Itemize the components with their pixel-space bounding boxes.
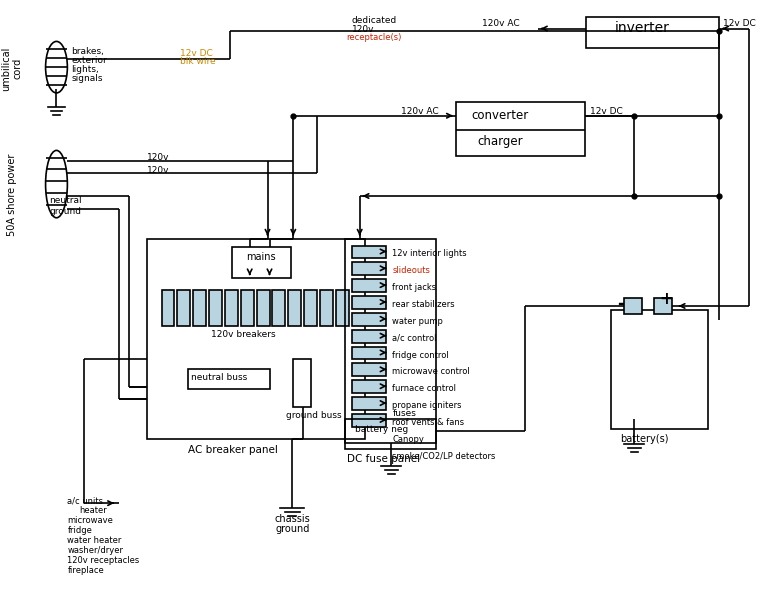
Bar [352, 414, 387, 427]
Bar [161, 290, 174, 326]
Text: 12v DC: 12v DC [590, 107, 622, 116]
Text: 120v: 120v [352, 25, 374, 34]
Text: a/c units: a/c units [68, 496, 103, 505]
Text: inverter: inverter [614, 21, 669, 34]
Bar [352, 381, 387, 393]
Bar [336, 290, 349, 326]
Text: 120v breakers: 120v breakers [211, 330, 275, 339]
Text: +: + [659, 290, 673, 308]
Bar [320, 290, 333, 326]
Text: fridge: fridge [68, 526, 92, 535]
Text: 120v: 120v [147, 166, 169, 175]
Bar [193, 290, 206, 326]
Text: -: - [617, 295, 624, 313]
Bar [352, 296, 387, 309]
Text: umbilical
cord: umbilical cord [1, 47, 23, 91]
Bar [352, 262, 387, 275]
Text: rear stabilizers: rear stabilizers [393, 300, 455, 309]
Bar [611, 310, 708, 429]
Text: microwave: microwave [68, 516, 113, 525]
Bar [240, 290, 253, 326]
Text: propane igniters: propane igniters [393, 401, 462, 410]
Bar [352, 279, 387, 292]
Text: front jacks: front jacks [393, 283, 437, 292]
Bar [352, 364, 387, 376]
Text: battery(s): battery(s) [620, 434, 669, 444]
Text: fireplace: fireplace [68, 565, 104, 574]
Text: 120v AC: 120v AC [482, 19, 519, 28]
Bar [288, 290, 301, 326]
Text: converter: converter [472, 109, 529, 122]
Bar [272, 290, 285, 326]
Text: 12v DC: 12v DC [723, 19, 756, 28]
Bar [209, 290, 222, 326]
Bar [585, 17, 719, 48]
Text: lights,: lights, [72, 65, 99, 74]
Text: ground: ground [49, 207, 81, 216]
Text: neutral buss: neutral buss [191, 373, 247, 382]
Text: furnace control: furnace control [393, 384, 457, 393]
Bar [352, 347, 387, 359]
Text: 12v DC: 12v DC [180, 50, 213, 59]
Text: heater: heater [79, 506, 107, 515]
Text: exterior: exterior [72, 56, 107, 65]
Text: 120v receptacles: 120v receptacles [68, 556, 139, 565]
Text: water heater: water heater [68, 536, 122, 545]
Text: ground: ground [275, 524, 310, 534]
Bar [352, 313, 387, 326]
Bar [345, 419, 436, 443]
Text: water pump: water pump [393, 317, 443, 326]
Bar [256, 290, 269, 326]
Bar [147, 239, 365, 439]
Text: 12v interior lights: 12v interior lights [393, 249, 467, 259]
Bar [352, 245, 387, 259]
Bar [177, 290, 190, 326]
Bar [345, 239, 436, 449]
Bar [624, 298, 642, 314]
Bar [352, 397, 387, 410]
Text: washer/dryer: washer/dryer [68, 546, 123, 554]
Text: mains: mains [246, 252, 275, 263]
Bar [654, 298, 672, 314]
Bar [293, 359, 311, 407]
Text: 120v: 120v [147, 153, 169, 162]
Text: neutral: neutral [49, 196, 82, 205]
Bar [225, 290, 237, 326]
Text: 50A shore power: 50A shore power [7, 153, 17, 236]
Text: microwave control: microwave control [393, 367, 470, 376]
Text: slideouts: slideouts [393, 266, 430, 275]
Text: smoke/CO2/LP detectors: smoke/CO2/LP detectors [393, 452, 495, 461]
Bar [304, 290, 317, 326]
Text: receptacle(s): receptacle(s) [345, 33, 401, 42]
Text: roof vents & fans: roof vents & fans [393, 418, 464, 427]
Text: a/c control: a/c control [393, 333, 437, 342]
Text: DC fuse panel: DC fuse panel [347, 454, 420, 464]
Bar [232, 246, 291, 278]
Text: charger: charger [478, 135, 524, 147]
Text: dedicated: dedicated [352, 16, 397, 25]
Text: ground buss: ground buss [286, 411, 342, 420]
Text: battery neg: battery neg [355, 425, 408, 434]
Text: blk wire: blk wire [180, 57, 216, 66]
Text: 120v AC: 120v AC [401, 107, 439, 116]
Text: fuses: fuses [393, 409, 416, 418]
Text: brakes,: brakes, [72, 47, 104, 56]
Bar [456, 102, 584, 156]
Bar [352, 330, 387, 342]
Text: Canopy: Canopy [393, 435, 424, 444]
Text: AC breaker panel: AC breaker panel [188, 445, 278, 455]
Bar [188, 370, 269, 389]
Text: fridge control: fridge control [393, 350, 449, 359]
Text: signals: signals [72, 74, 103, 83]
Text: chassis: chassis [275, 514, 310, 524]
